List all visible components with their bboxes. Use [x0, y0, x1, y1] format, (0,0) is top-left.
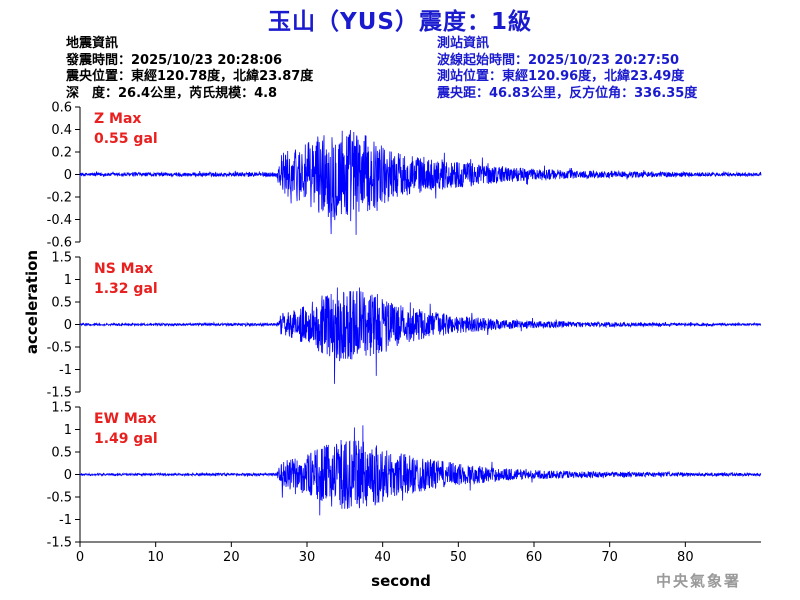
station-info-heading: 測站資訊 [437, 36, 490, 51]
y-tick-label: 0.5 [51, 296, 72, 311]
x-tick-label: 10 [147, 550, 164, 565]
y-axis-label: acceleration [23, 250, 41, 354]
y-tick-label: 0 [64, 168, 72, 183]
epicentral-distance: 震央距：46.83公里，反方位角：336.35度 [437, 85, 698, 101]
max-label-z: Z Max [94, 111, 141, 127]
chart-title: 玉山（YUS）震度：1級 [268, 9, 532, 35]
earthquake-info: 地震資訊 發震時間：2025/10/23 20:28:06 震央位置：東經120… [66, 36, 313, 102]
y-tick-label: -1.5 [47, 386, 72, 401]
y-tick-label: 0 [64, 318, 72, 333]
station-location: 測站位置：東經120.96度，北緯23.49度 [437, 69, 685, 84]
max-label-ew: EW Max [94, 411, 156, 427]
y-tick-label: 0.6 [51, 101, 72, 116]
depth-magnitude: 深 度：26.4公里，芮氏規模：4.8 [66, 85, 278, 101]
agency-watermark: 中央氣象署 [656, 572, 742, 590]
x-tick-label: 0 [76, 550, 84, 565]
x-tick-label: 50 [450, 550, 467, 565]
y-tick-label: 1 [64, 273, 72, 288]
y-tick-label: -1.5 [47, 536, 72, 551]
waveform-ew [79, 425, 762, 516]
x-tick-label: 20 [223, 550, 240, 565]
y-tick-label: -0.2 [47, 191, 72, 206]
origin-time: 發震時間：2025/10/23 20:28:06 [66, 52, 283, 68]
wave-start-time: 波線起始時間：2025/10/23 20:27:50 [437, 52, 680, 68]
x-tick-label: 70 [601, 550, 618, 565]
x-tick-label: 40 [374, 550, 391, 565]
earthquake-info-heading: 地震資訊 [66, 36, 119, 51]
max-label-ns: NS Max [94, 261, 153, 277]
y-tick-label: 0 [64, 468, 72, 483]
y-tick-label: 0.4 [51, 123, 72, 138]
x-tick-label: 80 [677, 550, 694, 565]
y-tick-label: -1 [59, 513, 72, 528]
y-tick-label: -1 [59, 363, 72, 378]
y-tick-label: -0.4 [47, 213, 72, 228]
max-value-ew: 1.49 gal [94, 431, 158, 447]
y-tick-label: 1 [64, 423, 72, 438]
max-value-ns: 1.32 gal [94, 281, 158, 297]
station-info: 測站資訊 波線起始時間：2025/10/23 20:27:50 測站位置：東經1… [437, 36, 697, 102]
y-tick-label: 1.5 [51, 401, 72, 416]
y-tick-label: 0.2 [51, 146, 72, 161]
y-tick-label: -0.5 [47, 341, 72, 356]
x-tick-label: 60 [526, 550, 543, 565]
y-tick-label: 1.5 [51, 251, 72, 266]
x-axis-label: second [371, 572, 431, 590]
y-tick-label: -0.6 [47, 236, 72, 251]
epicenter-location: 震央位置：東經120.78度，北緯23.87度 [66, 69, 314, 84]
max-value-z: 0.55 gal [94, 131, 158, 147]
waveform-ns [79, 287, 762, 384]
y-tick-label: -0.5 [47, 491, 72, 506]
waveform-z [79, 129, 762, 235]
x-tick-label: 30 [299, 550, 316, 565]
y-tick-label: 0.5 [51, 446, 72, 461]
